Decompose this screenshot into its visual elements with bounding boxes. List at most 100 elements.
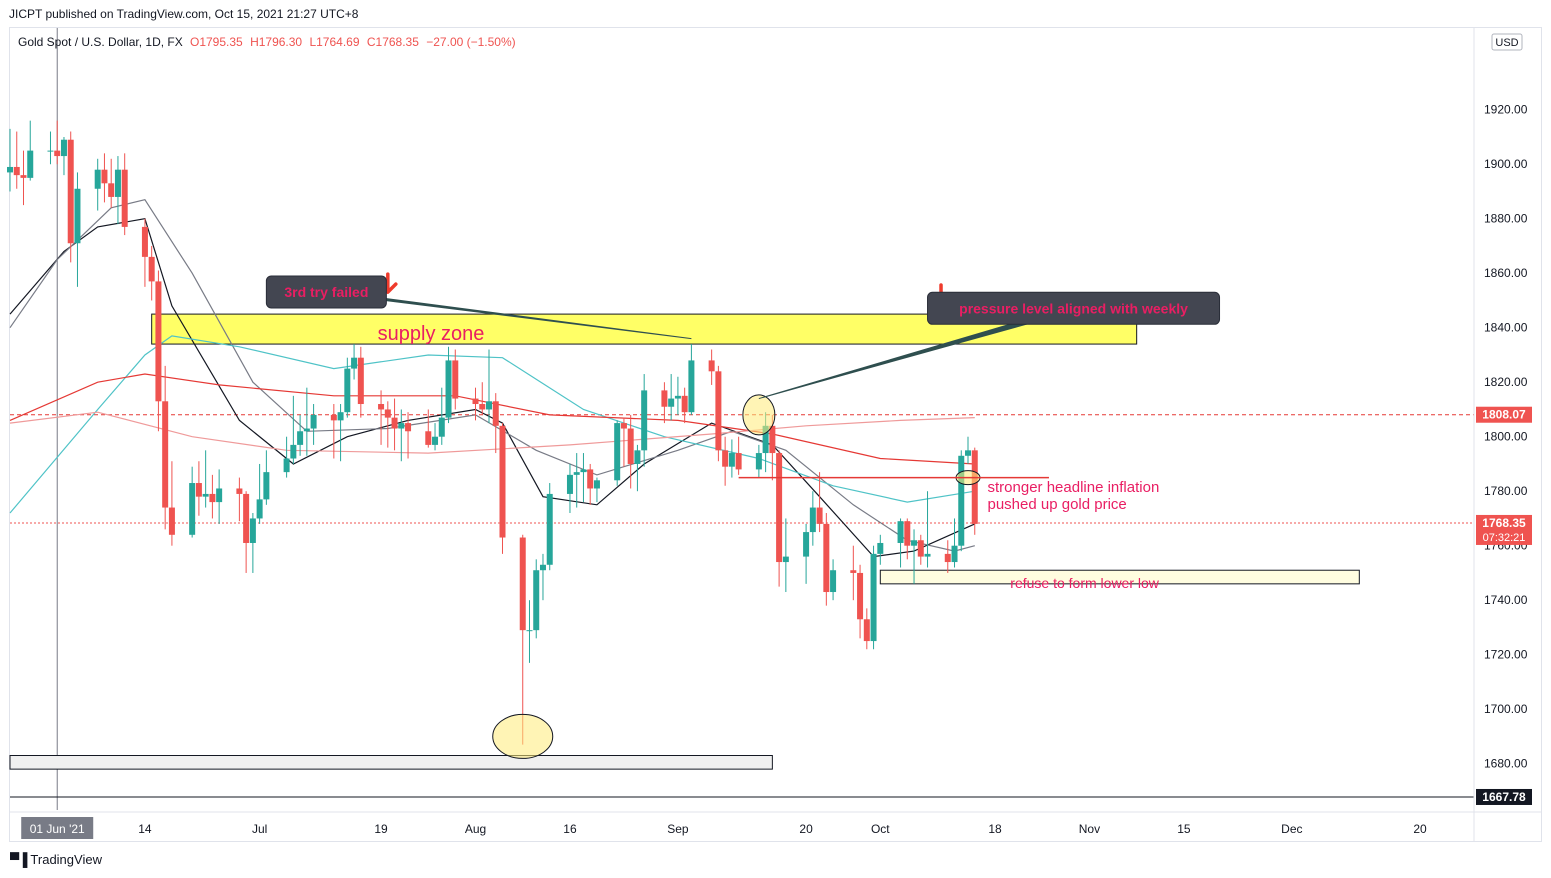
- candle[interactable]: [776, 450, 783, 587]
- candle[interactable]: [823, 513, 830, 606]
- candle[interactable]: [803, 523, 810, 584]
- candle[interactable]: [681, 387, 688, 424]
- candle[interactable]: [857, 564, 864, 639]
- candle[interactable]: [189, 466, 196, 538]
- candle[interactable]: [722, 436, 729, 486]
- candle[interactable]: [94, 158, 101, 211]
- candle[interactable]: [290, 395, 297, 464]
- candle[interactable]: [486, 349, 493, 424]
- candle[interactable]: [674, 376, 681, 415]
- candle[interactable]: [755, 444, 762, 478]
- candle[interactable]: [243, 491, 250, 573]
- candle[interactable]: [13, 131, 20, 189]
- candle[interactable]: [351, 344, 358, 380]
- candle[interactable]: [256, 463, 263, 524]
- candle[interactable]: [330, 404, 337, 459]
- candle[interactable]: [20, 150, 27, 206]
- candle[interactable]: [917, 534, 924, 565]
- candle[interactable]: [438, 387, 445, 445]
- candle[interactable]: [661, 382, 668, 424]
- candle[interactable]: [850, 545, 857, 601]
- candle[interactable]: [472, 387, 479, 421]
- candle[interactable]: [141, 218, 148, 287]
- candle[interactable]: [54, 120, 61, 165]
- candle[interactable]: [209, 474, 216, 519]
- candle[interactable]: [526, 600, 533, 663]
- candle[interactable]: [688, 344, 695, 415]
- candle[interactable]: [121, 153, 128, 236]
- candle[interactable]: [627, 414, 634, 489]
- candle[interactable]: [580, 453, 587, 503]
- candle[interactable]: [297, 414, 304, 456]
- candle[interactable]: [830, 559, 837, 601]
- candle[interactable]: [344, 357, 351, 418]
- candle[interactable]: [432, 423, 439, 451]
- candle[interactable]: [60, 136, 67, 176]
- candle[interactable]: [378, 390, 385, 445]
- candles-layer[interactable]: [7, 120, 978, 745]
- candle[interactable]: [965, 436, 972, 464]
- candle[interactable]: [863, 608, 870, 650]
- price-axis[interactable]: 1680.001700.001720.001740.001760.001780.…: [10, 27, 1541, 842]
- candle[interactable]: [641, 374, 648, 467]
- candle[interactable]: [782, 518, 789, 593]
- candle[interactable]: [195, 461, 202, 516]
- candle[interactable]: [519, 534, 526, 745]
- candle[interactable]: [303, 387, 310, 456]
- candle[interactable]: [452, 349, 459, 410]
- candle[interactable]: [249, 513, 256, 573]
- candle[interactable]: [566, 463, 573, 514]
- candle[interactable]: [337, 404, 344, 462]
- candle[interactable]: [74, 172, 81, 287]
- candle[interactable]: [924, 491, 931, 568]
- candle[interactable]: [870, 545, 877, 650]
- candle[interactable]: [728, 439, 735, 478]
- candle[interactable]: [310, 404, 317, 445]
- candle[interactable]: [708, 349, 715, 385]
- candle[interactable]: [27, 120, 34, 181]
- candle[interactable]: [202, 450, 209, 508]
- candle[interactable]: [357, 346, 364, 418]
- candle[interactable]: [809, 491, 816, 546]
- candle[interactable]: [971, 447, 978, 535]
- candle[interactable]: [951, 518, 958, 568]
- candle[interactable]: [634, 444, 641, 492]
- candle[interactable]: [263, 450, 270, 505]
- candle[interactable]: [593, 477, 600, 503]
- candle[interactable]: [67, 131, 74, 263]
- candle[interactable]: [216, 469, 223, 524]
- candle[interactable]: [911, 529, 918, 584]
- candle[interactable]: [101, 153, 108, 203]
- candle[interactable]: [573, 453, 580, 508]
- currency-badge[interactable]: USD: [1491, 33, 1523, 51]
- candle[interactable]: [47, 131, 54, 165]
- candle[interactable]: [155, 270, 162, 432]
- candle[interactable]: [236, 477, 243, 522]
- candle[interactable]: [479, 382, 486, 415]
- chart-frame[interactable]: [9, 27, 1542, 842]
- candle[interactable]: [958, 450, 965, 552]
- candle[interactable]: [620, 417, 627, 467]
- candle[interactable]: [445, 346, 452, 424]
- candle[interactable]: [904, 518, 911, 560]
- time-axis[interactable]: 01 Jun '21 14 Jul 19 Aug 16 Sep 20 Oct 18 Nov 15 Dec…: [21, 817, 1427, 839]
- candle[interactable]: [391, 398, 398, 451]
- candle[interactable]: [384, 401, 391, 448]
- candle[interactable]: [148, 245, 155, 301]
- candle[interactable]: [114, 156, 121, 225]
- candle[interactable]: [614, 420, 621, 486]
- candle[interactable]: [108, 158, 115, 208]
- footer-brand[interactable]: ▀▐ TradingView: [10, 852, 102, 867]
- candle[interactable]: [587, 463, 594, 505]
- candle[interactable]: [283, 436, 290, 478]
- candle[interactable]: [162, 365, 169, 530]
- candle[interactable]: [816, 472, 823, 533]
- candle[interactable]: [668, 374, 675, 421]
- candle[interactable]: [944, 540, 951, 573]
- candle[interactable]: [546, 483, 553, 571]
- candle[interactable]: [533, 559, 540, 639]
- candle[interactable]: [735, 436, 742, 475]
- candle[interactable]: [425, 409, 432, 448]
- candle[interactable]: [499, 423, 506, 554]
